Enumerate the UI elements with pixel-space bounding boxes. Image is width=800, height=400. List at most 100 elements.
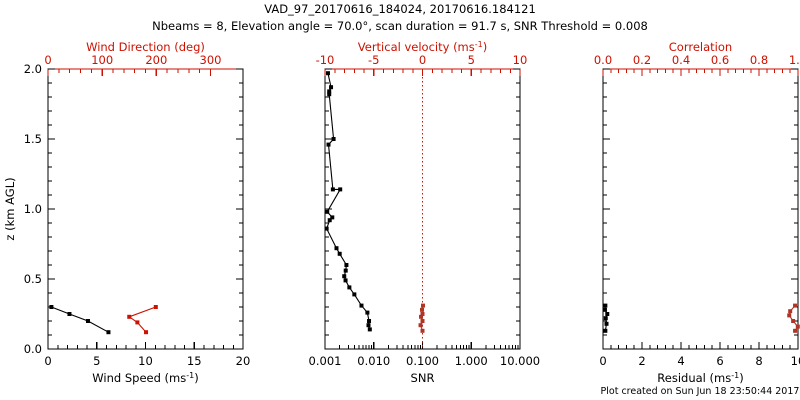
data-point-marker <box>144 330 149 335</box>
y-axis-label: z (km AGL) <box>3 177 17 240</box>
data-point-marker <box>338 187 343 192</box>
top-axis-label: Vertical velocity (ms-1) <box>358 40 487 54</box>
series-wind-direction <box>127 305 158 335</box>
page-subtitle: Nbeams = 8, Elevation angle = 70.0°, sca… <box>152 19 648 33</box>
data-point-marker <box>343 268 348 273</box>
data-point-marker <box>85 319 90 323</box>
data-point-marker <box>603 316 608 321</box>
data-point-marker <box>604 321 609 326</box>
data-point-marker <box>603 328 608 333</box>
x-axis-tick-label: 0 <box>599 354 606 368</box>
x-axis-tick-label: 0.001 <box>309 354 342 368</box>
x-axis-tick-label: 20 <box>236 354 251 368</box>
page-title: VAD_97_20170616_184024, 20170616.184121 <box>264 2 536 16</box>
y-axis-tick-label: 0.5 <box>24 272 42 286</box>
data-point-marker <box>329 85 334 90</box>
data-point-marker <box>367 327 372 332</box>
series-line <box>128 306 156 333</box>
data-point-marker <box>788 309 793 314</box>
data-point-marker <box>352 292 357 297</box>
data-point-marker <box>418 323 423 328</box>
data-point-marker <box>135 320 140 325</box>
data-point-marker <box>343 278 348 283</box>
series-line <box>51 306 109 333</box>
data-point-marker <box>331 137 336 141</box>
data-point-marker <box>327 218 332 223</box>
panel-2: 0.001 0.010 0.100 1.000 10.000 -10 -5 0 5 10 SNR Ve… <box>309 40 541 385</box>
top-axis-label: Correlation <box>669 40 732 54</box>
data-point-marker <box>795 324 800 329</box>
top-axis-tick-label: 0 <box>44 53 51 67</box>
data-point-marker <box>106 330 111 335</box>
x-axis-tick-label: 5 <box>93 354 100 368</box>
top-axis-tick-label: 10 <box>513 53 528 67</box>
data-point-marker <box>605 312 610 316</box>
series-vertical-velocity <box>418 303 425 333</box>
top-axis-tick-label: 0.0 <box>594 53 612 67</box>
series-wind-speed <box>49 305 111 335</box>
data-point-marker <box>49 305 54 309</box>
top-axis-tick-label: 0.4 <box>672 53 690 67</box>
x-axis-label: Residual (ms-1) <box>657 371 743 385</box>
data-point-marker <box>359 303 364 308</box>
data-point-marker <box>342 274 347 279</box>
data-point-marker <box>420 319 425 323</box>
top-axis-label: Wind Direction (deg) <box>86 40 205 54</box>
top-axis-tick-label: 300 <box>200 53 222 67</box>
data-point-marker <box>787 313 792 318</box>
x-axis-tick-label: 2 <box>638 354 645 368</box>
x-axis-tick-label: 8 <box>755 354 762 368</box>
y-axis-tick-label: 0.0 <box>24 342 42 356</box>
data-point-marker <box>420 328 425 333</box>
x-axis-tick-label: 1.000 <box>455 354 488 368</box>
top-axis-tick-label: 0.2 <box>633 53 651 67</box>
data-point-marker <box>325 209 330 214</box>
top-axis-tick-label: 5 <box>468 53 475 67</box>
top-axis-tick-label: 200 <box>145 53 167 67</box>
x-axis-tick-label: 0.100 <box>406 354 439 368</box>
x-axis-tick-label: 10 <box>791 354 800 368</box>
data-point-marker <box>327 89 332 94</box>
top-axis-tick-label: 0.6 <box>711 53 729 67</box>
x-axis-tick-label: 15 <box>187 354 202 368</box>
panel-frame <box>602 68 799 350</box>
top-axis-tick-label: 1.0 <box>789 53 800 67</box>
data-point-marker <box>791 319 796 323</box>
data-point-marker <box>325 71 330 76</box>
data-point-marker <box>365 310 370 315</box>
top-axis-tick-label: -5 <box>368 53 379 67</box>
x-axis-tick-label: 0.010 <box>357 354 390 368</box>
data-point-marker <box>367 319 372 323</box>
data-point-marker <box>420 307 425 312</box>
top-axis-tick-label: 0.8 <box>750 53 768 67</box>
series-correlation <box>787 303 800 333</box>
panel-3: 0 2 4 6 8 10 0.0 0.2 0.4 0.6 0.8 1.0 Residual (ms-1)… <box>594 40 800 385</box>
series-line <box>326 73 371 330</box>
series-residual <box>602 303 610 333</box>
data-point-marker <box>326 142 331 147</box>
data-point-marker <box>366 323 371 328</box>
top-axis-tick-label: 100 <box>91 53 113 67</box>
data-point-marker <box>337 251 342 256</box>
data-point-marker <box>347 285 352 290</box>
y-axis-tick-label: 1.0 <box>24 202 42 216</box>
y-axis-tick-label: 1.5 <box>24 132 42 146</box>
data-point-marker <box>327 92 332 97</box>
data-point-marker <box>420 312 425 316</box>
x-axis-tick-label: 10.000 <box>500 354 540 368</box>
data-point-marker <box>324 226 329 231</box>
data-point-marker <box>67 312 72 316</box>
data-point-marker <box>330 187 335 192</box>
plot-created-footer: Plot created on Sun Jun 18 23:50:44 2017 <box>601 386 800 397</box>
data-point-marker <box>419 314 424 319</box>
series-snr <box>324 71 372 332</box>
x-axis-tick-label: 6 <box>716 354 723 368</box>
x-axis-label: SNR <box>411 371 435 385</box>
data-point-marker <box>153 305 158 309</box>
data-point-marker <box>330 215 335 220</box>
x-axis-label: Wind Speed (ms-1) <box>92 371 198 385</box>
data-point-marker <box>793 328 798 333</box>
